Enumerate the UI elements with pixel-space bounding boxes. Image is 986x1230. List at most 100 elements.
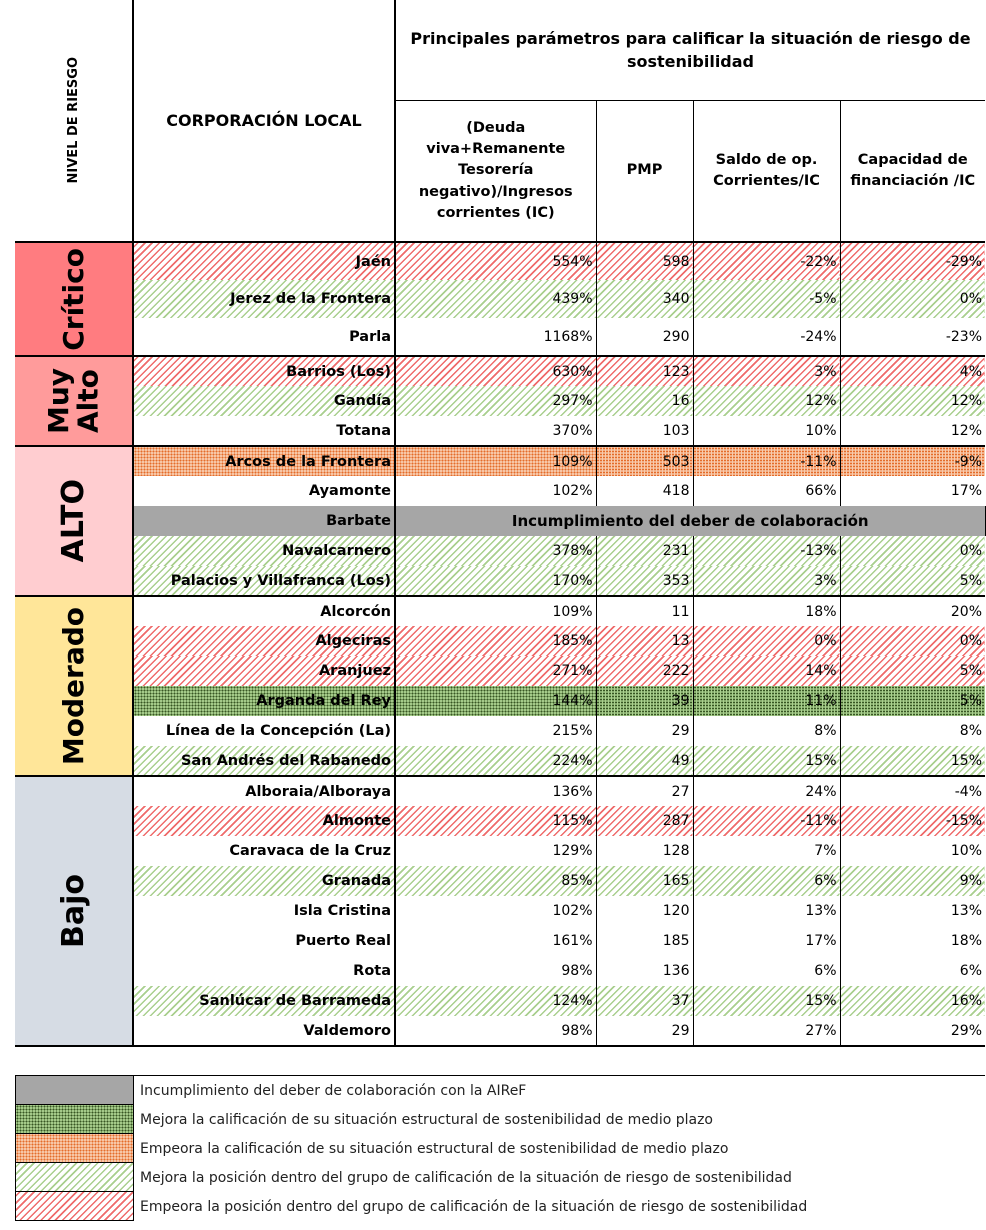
value-cell: 290 (596, 318, 694, 356)
table-row: San Andrés del Rabanedo 224% 49 15% 15% (15, 746, 985, 776)
value-cell: 598 (596, 241, 694, 280)
note-cell: Incumplimiento del deber de colaboración (395, 506, 986, 536)
corporation-name: Ayamonte (132, 476, 396, 506)
table-wrap: NIVEL DE RIESGO CORPORACIÓN LOCAL Princi… (15, 0, 986, 1047)
legend-label: Mejora la calificación de su situación e… (140, 1111, 713, 1128)
corporation-name: Jaén (132, 241, 396, 280)
value-cell: 103 (596, 416, 694, 446)
risk-table: NIVEL DE RIESGO CORPORACIÓN LOCAL Princi… (15, 0, 986, 1047)
corporation-name: Isla Cristina (132, 896, 396, 926)
value-cell: 0% (693, 626, 841, 656)
value-cell: 15% (693, 986, 841, 1016)
corporation-name: Gandía (132, 386, 396, 416)
legend-row: Empeora la calificación de su situación … (15, 1134, 985, 1163)
table-row: Palacios y Villafranca (Los) 170% 353 3% 5% (15, 566, 985, 596)
risk-level-label: Muy Alto (42, 367, 105, 435)
value-cell: 109% (395, 445, 597, 476)
column-header: PMP (595, 100, 693, 242)
corporation-name: Alboraia/Alboraya (132, 775, 396, 806)
value-cell: 128 (596, 836, 694, 866)
value-cell: 8% (959, 723, 982, 739)
value-cell: 120 (596, 896, 694, 926)
risk-level-cell: Moderado (15, 595, 133, 777)
value-cell: 124% (395, 986, 597, 1016)
corporation-name: Aranjuez (132, 656, 396, 686)
value-cell: 129% (395, 836, 597, 866)
value-cell: 7% (693, 836, 841, 866)
risk-level-label: ALTO (55, 479, 91, 563)
corporation-name: Arcos de la Frontera (132, 445, 396, 476)
table-row: Bajo Alboraia/Alboraya 136% 27 24% -4% (15, 775, 985, 1047)
corporation-name: Arganda del Rey (132, 686, 396, 716)
value-cell: 5% (840, 686, 985, 716)
table-row: Barbate Incumplimiento del deber de colab… (15, 506, 986, 536)
value-cell: 136 (596, 956, 694, 986)
value-cell: 27 (596, 775, 694, 806)
value-cell: 20% (840, 595, 985, 626)
risk-level-label: Bajo (55, 873, 91, 948)
value-cell: 9% (840, 866, 985, 896)
value-cell: 16% (840, 986, 985, 1016)
value-cell: 12% (693, 386, 841, 416)
legend-swatch (15, 1163, 134, 1192)
value-cell: 123 (596, 355, 694, 386)
value-cell: 378% (395, 536, 597, 566)
column-header: Saldo de op. Corrientes/IC (692, 100, 840, 242)
legend-swatch (15, 1134, 134, 1163)
value-cell: 222 (596, 656, 694, 686)
value-cell: 224% (395, 746, 597, 776)
table-row: Caravaca de la Cruz 129% 128 7% 10% (15, 836, 985, 866)
risk-level-cell: Muy Alto (15, 355, 133, 447)
value-cell: 12% (950, 422, 982, 439)
column-header: Capacidad de financiación /IC (839, 100, 985, 242)
value-cell: 1168% (395, 318, 597, 356)
legend-row: Mejora la posición dentro del grupo de c… (15, 1163, 985, 1192)
value-cell: 630% (395, 355, 597, 386)
value-cell: -9% (840, 445, 985, 476)
value-cell: 39 (596, 686, 694, 716)
value-cell: -4% (840, 775, 985, 806)
legend: Incumplimiento del deber de colaboración… (15, 1075, 985, 1221)
legend-label: Empeora la calificación de su situación … (140, 1140, 729, 1157)
value-cell: 6% (693, 866, 841, 896)
value-cell: 297% (395, 386, 597, 416)
value-cell: 3% (693, 566, 841, 596)
table-row: Totana 370% 103 10% 12% (15, 416, 985, 446)
value-cell: 0% (840, 536, 985, 566)
risk-level-label: Crítico (56, 247, 90, 351)
value-cell: 439% (395, 280, 597, 318)
legend-row: Empeora la posición dentro del grupo de … (15, 1192, 985, 1221)
value-cell: 66% (693, 476, 841, 506)
corporation-name: Parla (132, 318, 396, 356)
legend-row: Mejora la calificación de su situación e… (15, 1105, 985, 1134)
value-cell: 98% (395, 1016, 597, 1047)
value-cell: 6% (959, 963, 982, 979)
corporation-name: Palacios y Villafranca (Los) (132, 566, 396, 596)
value-cell: 170% (395, 566, 597, 596)
value-cell: 185 (596, 926, 694, 956)
corporation-name: San Andrés del Rabanedo (132, 746, 396, 776)
value-cell: 136% (395, 775, 597, 806)
value-cell: 503 (596, 445, 694, 476)
table-row: Aranjuez 271% 222 14% 5% (15, 656, 985, 686)
value-cell: -24% (693, 318, 841, 356)
legend-label: Empeora la posición dentro del grupo de … (140, 1198, 808, 1215)
corporation-name: Jerez de la Frontera (132, 280, 396, 318)
risk-level-header: NIVEL DE RIESGO (65, 57, 81, 184)
table-row: Línea de la Concepción (La) 215% 29 8% 8% (15, 716, 985, 746)
value-cell: 29 (596, 716, 694, 746)
legend-swatch (15, 1192, 134, 1221)
legend-swatch (15, 1076, 134, 1105)
legend-swatch (15, 1105, 134, 1134)
value-cell: 115% (395, 806, 597, 836)
corporation-name: Barbate (132, 506, 396, 536)
corporation-name: Totana (132, 416, 396, 446)
table-body: Crítico Jaén 554% 598 -22% -29% Jerez de la Fr… (15, 241, 986, 1047)
corporation-name: Granada (132, 866, 396, 896)
parameters-header: Principales parámetros para calificar la… (395, 0, 985, 101)
corporation-header: CORPORACIÓN LOCAL (132, 0, 396, 242)
table-row: Crítico Jaén 554% 598 -22% -29% (15, 241, 985, 357)
value-cell: 554% (395, 241, 597, 280)
value-cell: 98% (395, 956, 597, 986)
value-cell: 161% (395, 926, 597, 956)
